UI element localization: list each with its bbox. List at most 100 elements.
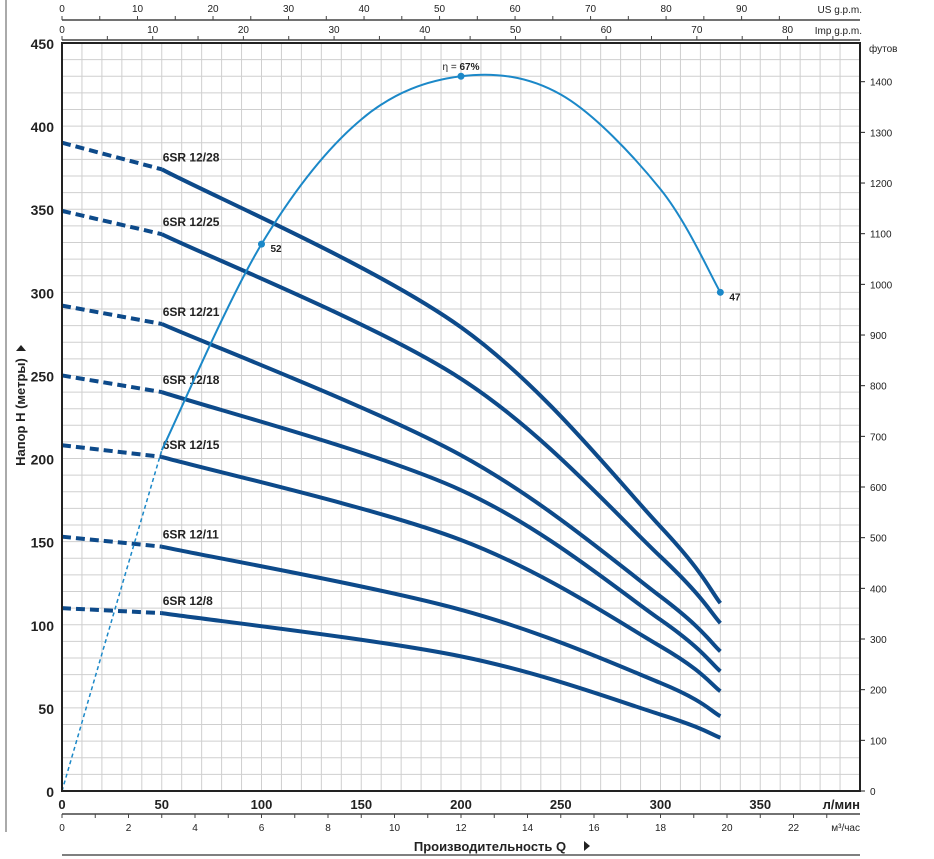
- m3h-tick-label: 18: [655, 823, 667, 834]
- feet-tick-label: 400: [870, 584, 887, 595]
- m3h-tick-label: 2: [126, 823, 132, 834]
- curve-dashed-segment: [61, 606, 162, 616]
- plot-frame: [61, 42, 861, 792]
- efficiency-point: [716, 288, 724, 296]
- feet-tick-label: 700: [870, 432, 887, 443]
- feet-tick-label: 1300: [870, 128, 893, 139]
- y-tick-label: 250: [31, 368, 55, 384]
- y-tick-label: 0: [46, 784, 54, 800]
- curve-label: 6SR 12/28: [163, 150, 220, 164]
- us-gpm-tick-label: 40: [358, 4, 370, 15]
- x-tick-label: 300: [650, 797, 672, 812]
- us-gpm-tick-label: 10: [132, 4, 144, 15]
- curve-dashed-segment: [61, 373, 163, 395]
- x-unit-label: л/мин: [823, 797, 860, 812]
- feet-tick-label: 0: [870, 787, 876, 798]
- x-tick-label: 50: [155, 797, 169, 812]
- m3h-tick-label: 22: [788, 823, 800, 834]
- head-curve: [161, 544, 722, 718]
- head-curve: [160, 232, 722, 625]
- y-tick-label: 400: [31, 119, 55, 135]
- x-tick-label: 200: [450, 797, 472, 812]
- efficiency-line: [160, 73, 722, 451]
- curve-label: 6SR 12/18: [163, 373, 220, 387]
- curve-dashed-segment: [61, 303, 163, 326]
- x-tick-label: 150: [350, 797, 372, 812]
- m3h-tick-label: 0: [59, 823, 65, 834]
- y-axis-title: Напор H (метры): [13, 358, 28, 466]
- feet-tick-label: 1400: [870, 78, 893, 89]
- head-curve: [161, 454, 722, 693]
- efficiency-value: 67%: [459, 62, 479, 73]
- feet-tick-label: 200: [870, 686, 887, 697]
- us-gpm-label: US g.p.m.: [818, 5, 862, 16]
- curve-label: 6SR 12/25: [163, 215, 220, 229]
- x-tick-label: 100: [251, 797, 273, 812]
- us-gpm-tick-label: 70: [585, 4, 597, 15]
- feet-tick-label: 900: [870, 331, 887, 342]
- feet-tick-label: 300: [870, 635, 887, 646]
- m3h-tick-label: 12: [455, 823, 467, 834]
- head-curve: [161, 390, 722, 673]
- us-gpm-tick-label: 20: [207, 4, 219, 15]
- m3h-tick-label: 4: [192, 823, 198, 834]
- imp-gpm-label: Imp g.p.m.: [815, 26, 862, 37]
- y-tick-label: 50: [38, 701, 54, 717]
- imp-gpm-tick-label: 40: [419, 25, 431, 36]
- m3h-tick-label: 10: [389, 823, 401, 834]
- imp-gpm-tick-label: 50: [510, 25, 522, 36]
- us-gpm-tick-label: 30: [283, 4, 295, 15]
- head-curves: 6SR 12/28 6SR 12/25 6SR 12/21 6SR 12/18 6SR …: [61, 140, 722, 740]
- y-axis-arrow-icon: [16, 345, 26, 351]
- feet-tick-label: 1000: [870, 280, 893, 291]
- m3h-tick-label: 6: [259, 823, 265, 834]
- feet-label: футов: [869, 43, 897, 55]
- m3h-tick-label: 14: [522, 823, 534, 834]
- curve-dashed-segment: [61, 443, 162, 459]
- us-gpm-tick-label: 90: [736, 4, 748, 15]
- x-tick-label: 250: [550, 797, 572, 812]
- y-tick-label: 100: [31, 618, 55, 634]
- feet-tick-label: 100: [870, 736, 887, 747]
- feet-tick-label: 600: [870, 483, 887, 494]
- us-gpm-tick-label: 80: [661, 4, 673, 15]
- m3h-tick-label: 20: [721, 823, 733, 834]
- feet-tick-label: 1200: [870, 179, 893, 190]
- imp-gpm-tick-label: 20: [238, 25, 250, 36]
- feet-tick-label: 1100: [870, 230, 892, 241]
- efficiency-label: 47: [729, 292, 741, 303]
- imp-gpm-tick-label: 70: [691, 25, 703, 36]
- y-tick-label: 300: [31, 285, 55, 301]
- y-tick-label: 150: [31, 535, 55, 551]
- x-axis-arrow-icon: [584, 841, 590, 851]
- curve-dashed-segment: [61, 534, 162, 549]
- head-curve: [161, 611, 722, 740]
- curve-dashed-segment: [61, 140, 163, 172]
- feet-tick-label: 800: [870, 382, 887, 393]
- imp-gpm-tick-label: 10: [147, 25, 159, 36]
- y-tick-label: 450: [31, 36, 55, 52]
- efficiency-label: 52: [271, 244, 283, 255]
- imp-gpm-tick-label: 0: [59, 25, 65, 36]
- y-tick-label: 200: [31, 452, 55, 468]
- efficiency-point: [457, 72, 465, 80]
- x-axis-title: Производительность Q: [414, 839, 566, 854]
- efficiency-point: [258, 240, 265, 248]
- imp-gpm-tick-label: 80: [782, 25, 794, 36]
- efficiency-label: η = 67%: [443, 62, 480, 73]
- head-curve: [160, 322, 722, 653]
- us-gpm-tick-label: 0: [59, 4, 65, 15]
- imp-gpm-tick-label: 30: [329, 25, 341, 36]
- y-tick-label: 350: [31, 202, 55, 218]
- efficiency-dashed-segment: [61, 450, 163, 792]
- efficiency-curve: 52 η = 67% 47: [61, 62, 741, 792]
- us-gpm-tick-label: 60: [510, 4, 522, 15]
- x-tick-label: 0: [58, 797, 65, 812]
- curve-dashed-segment: [61, 208, 163, 237]
- head-curve: [160, 167, 722, 605]
- curve-label: 6SR 12/21: [163, 305, 220, 319]
- feet-tick-label: 500: [870, 534, 887, 545]
- curve-label: 6SR 12/15: [163, 438, 220, 452]
